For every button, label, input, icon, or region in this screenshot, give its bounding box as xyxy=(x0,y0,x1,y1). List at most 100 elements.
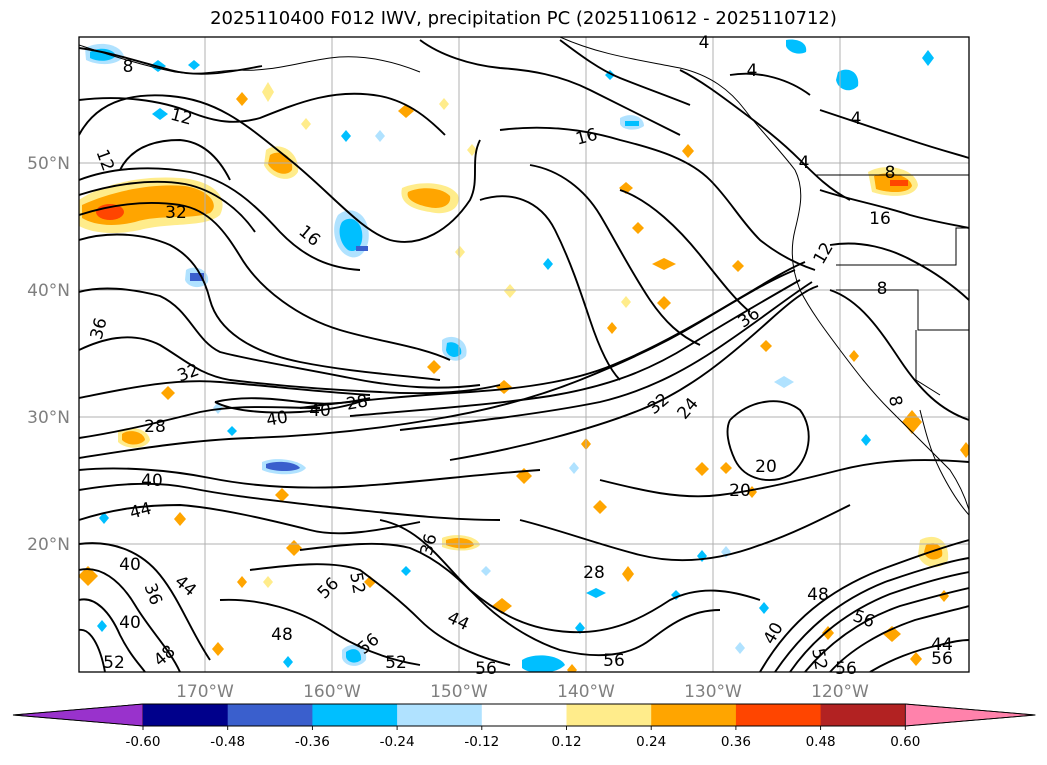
precip-speck xyxy=(237,576,247,588)
precip-speck xyxy=(652,258,676,270)
contour-line xyxy=(249,563,511,666)
precip-speck xyxy=(575,622,585,634)
precip-speck xyxy=(188,60,200,70)
lat-label: 40°N xyxy=(27,281,70,301)
precip-speck xyxy=(622,566,634,582)
precip-speck xyxy=(586,588,606,598)
precip-speck xyxy=(695,462,709,476)
contour-label: 56 xyxy=(475,659,497,679)
colorbar-tick-label: 0.60 xyxy=(890,734,920,750)
colorbar-segment xyxy=(143,704,229,726)
coastlines xyxy=(79,37,969,516)
contour-line xyxy=(829,289,969,421)
colorbar-tick-label: -0.36 xyxy=(295,734,330,750)
contour-line xyxy=(679,69,851,201)
precip-speck xyxy=(262,82,274,102)
precip-speck xyxy=(375,130,385,142)
map-title: 2025110400 F012 IWV, precipitation PC (2… xyxy=(210,8,837,29)
precip-speck xyxy=(774,376,794,388)
colorbar-extend-high xyxy=(904,703,1036,727)
contour-line xyxy=(829,605,969,672)
contour-line xyxy=(79,180,256,233)
contour-label: 40 xyxy=(141,471,163,491)
contour-label: 52 xyxy=(807,647,830,672)
precip-speck xyxy=(341,130,351,142)
precip-speck xyxy=(236,92,248,106)
contour-line xyxy=(419,39,681,136)
contour-line xyxy=(79,287,481,389)
iwv-contours xyxy=(79,39,969,672)
contour-line xyxy=(219,598,421,666)
contour-label: 48 xyxy=(807,585,829,605)
lon-label: 170°W xyxy=(176,682,234,702)
precip-speck xyxy=(861,434,871,446)
contour-line xyxy=(529,164,701,346)
contour-line xyxy=(79,336,501,395)
contour-line xyxy=(399,281,813,431)
precip-speck xyxy=(621,296,631,308)
contour-label: 56 xyxy=(835,659,857,679)
contour-label: 56 xyxy=(931,649,953,669)
contour-label: 4 xyxy=(747,61,758,81)
lat-label: 30°N xyxy=(27,408,70,428)
contour-line xyxy=(79,406,321,439)
precip-speck xyxy=(607,322,617,334)
precip-speck xyxy=(161,386,175,400)
precip-speck xyxy=(910,652,922,666)
contour-line xyxy=(299,542,721,657)
lon-label: 130°W xyxy=(684,682,742,702)
precip-speck xyxy=(496,380,512,394)
contour-label: 52 xyxy=(385,653,407,673)
contour-label: 20 xyxy=(729,481,751,501)
colorbar: -0.60 -0.48 -0.36 -0.24 -0.12 0.12 0.24 0.36 0.4… xyxy=(12,703,1036,750)
contour-line xyxy=(819,109,969,159)
precip-speck xyxy=(632,222,644,234)
lon-label: 120°W xyxy=(811,682,869,702)
contour-label: 40 xyxy=(119,613,141,633)
precip-speck xyxy=(735,642,745,654)
contour-label: 8 xyxy=(877,279,888,299)
lat-label: 50°N xyxy=(27,154,70,174)
precip-speck xyxy=(301,118,311,130)
contour-line xyxy=(789,571,969,672)
contour-line xyxy=(559,39,691,106)
precip-speck xyxy=(822,626,834,640)
contour-label: 4 xyxy=(699,33,710,53)
contour-label: 28 xyxy=(345,391,370,414)
precip-area xyxy=(356,246,368,251)
colorbar-segment xyxy=(481,704,567,726)
precip-speck xyxy=(504,284,516,298)
colorbar-tick-label: 0.48 xyxy=(806,734,836,750)
precip-speck xyxy=(174,512,186,526)
precip-area xyxy=(266,461,300,471)
contour-line xyxy=(829,242,969,301)
lon-label: 150°W xyxy=(430,682,488,702)
colorbar-tick-label: -0.24 xyxy=(380,734,415,750)
precip-speck xyxy=(657,296,671,310)
contour-line xyxy=(79,482,501,521)
contour-line xyxy=(729,72,811,96)
precip-speck xyxy=(567,664,577,672)
contour-label: 52 xyxy=(103,653,125,673)
colorbar-tick-label: -0.60 xyxy=(126,734,161,750)
contour-label: 32 xyxy=(165,203,187,223)
aleutian-coast xyxy=(79,44,421,74)
contour-line xyxy=(79,598,146,672)
contour-line xyxy=(79,542,211,661)
colorbar-tick-label: -0.48 xyxy=(210,734,245,750)
precip-speck xyxy=(99,512,109,524)
contour-line xyxy=(599,459,969,498)
precip-speck xyxy=(760,340,772,352)
contour-line xyxy=(79,167,361,271)
lon-label: 140°W xyxy=(557,682,615,702)
contour-label: 44 xyxy=(931,635,953,655)
contour-label: 52 xyxy=(345,571,368,596)
map-background xyxy=(79,37,969,672)
colorbar-tick-label: 0.24 xyxy=(636,734,666,750)
precip-area xyxy=(122,431,145,445)
colorbar-segment xyxy=(820,704,906,726)
precip-speck xyxy=(481,566,491,576)
colorbar-tick-label: 0.12 xyxy=(551,734,581,750)
colorbar-segment xyxy=(566,704,652,726)
